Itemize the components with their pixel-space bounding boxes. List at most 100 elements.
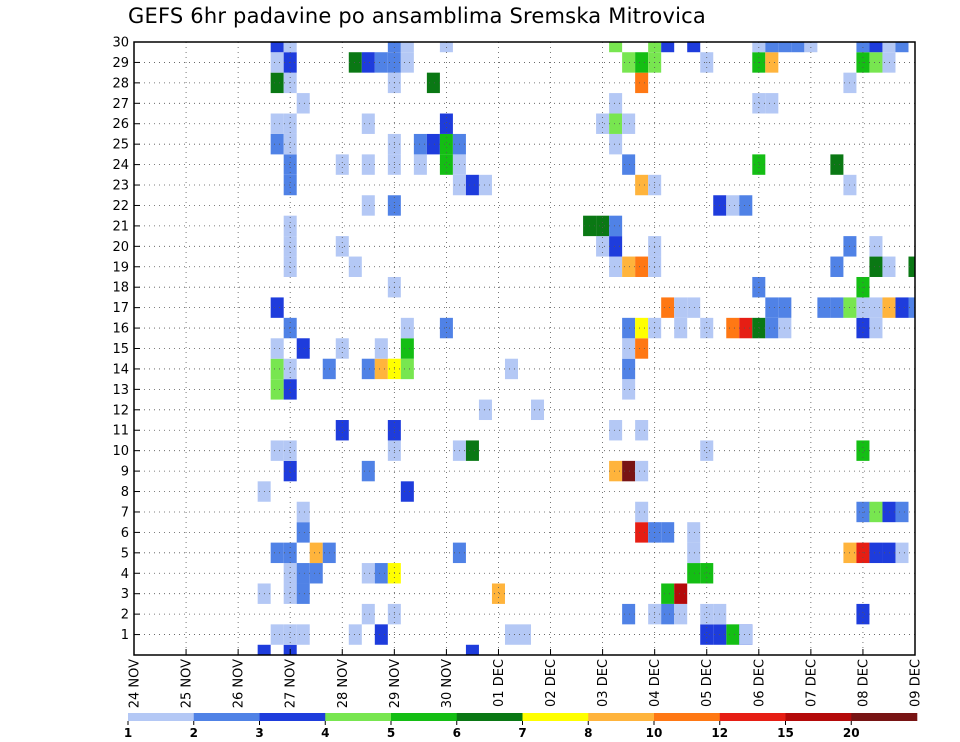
heatmap-cell <box>856 440 870 461</box>
heatmap-cell <box>622 154 636 175</box>
x-tick-label: 30 NOV <box>440 659 455 708</box>
x-tick-label: 04 DEC <box>648 659 663 707</box>
grid-lines <box>133 41 916 655</box>
heatmap-cell <box>283 236 297 257</box>
heatmap-cell <box>361 195 375 216</box>
heatmap-cells <box>257 42 915 655</box>
heatmap-cell <box>361 563 375 584</box>
y-tick-label: 6 <box>121 526 129 541</box>
heatmap-cell <box>765 52 779 73</box>
legend-label: 3 <box>255 726 263 740</box>
legend-swatch <box>391 713 458 721</box>
heatmap-cell <box>765 297 779 318</box>
heatmap-cell <box>374 563 388 584</box>
x-tick-label: 07 DEC <box>804 659 819 707</box>
heatmap-cell <box>413 154 427 175</box>
chart-title: GEFS 6hr padavine po ansamblima Sremska … <box>128 4 706 28</box>
heatmap-cell <box>283 379 297 400</box>
heatmap-cell <box>374 358 388 380</box>
heatmap-cell <box>439 113 453 134</box>
heatmap-cell <box>270 358 284 380</box>
heatmap-cell <box>335 154 349 175</box>
heatmap-cell <box>478 174 492 196</box>
heatmap-cell <box>739 195 753 216</box>
heatmap-cell <box>882 501 896 523</box>
x-tick-label: 26 NOV <box>232 659 247 708</box>
y-tick-label: 25 <box>112 138 129 153</box>
y-tick-label: 13 <box>112 383 129 398</box>
y-tick-label: 14 <box>112 362 129 377</box>
heatmap-cell <box>830 154 844 175</box>
heatmap-cell <box>439 154 453 175</box>
heatmap-cell <box>283 460 297 482</box>
heatmap-cell <box>348 52 362 73</box>
heatmap-cell <box>869 42 883 53</box>
legend-label: 4 <box>321 726 329 740</box>
heatmap-cell <box>270 297 284 318</box>
heatmap-cell <box>869 52 883 73</box>
heatmap-cell <box>296 563 310 584</box>
heatmap-cell <box>908 256 915 277</box>
heatmap-cell <box>700 624 714 645</box>
x-tick-label: 27 NOV <box>284 659 299 708</box>
heatmap-cell <box>596 236 610 257</box>
legend-label: 8 <box>584 726 592 740</box>
heatmap-cell <box>700 317 714 339</box>
heatmap-cell <box>609 236 623 257</box>
heatmap-cell <box>504 624 518 645</box>
heatmap-cell <box>869 297 883 318</box>
heatmap-cell <box>908 297 915 318</box>
legend-swatch <box>259 713 326 721</box>
heatmap-cell <box>622 460 636 482</box>
heatmap-cell <box>270 379 284 400</box>
y-tick-label: 22 <box>112 199 129 214</box>
heatmap-cell <box>335 420 349 441</box>
heatmap-cell <box>283 563 297 584</box>
heatmap-cell <box>622 256 636 277</box>
heatmap-cell <box>622 358 636 380</box>
heatmap-cell <box>439 133 453 155</box>
heatmap-cell <box>869 236 883 257</box>
y-tick-label: 20 <box>112 240 129 255</box>
heatmap-cell <box>635 501 649 523</box>
heatmap-cell <box>609 460 623 482</box>
heatmap-cell <box>895 297 909 318</box>
heatmap-cell <box>465 440 479 461</box>
x-tick-label: 08 DEC <box>856 659 871 707</box>
heatmap-cell <box>361 113 375 134</box>
y-tick-label: 7 <box>121 505 129 520</box>
x-tick-label: 09 DEC <box>909 659 924 707</box>
heatmap-cell <box>270 42 284 53</box>
heatmap-cell <box>283 174 297 196</box>
heatmap-cell <box>413 133 427 155</box>
heatmap-cell <box>869 317 883 339</box>
heatmap-cell <box>869 542 883 564</box>
heatmap-cell <box>739 317 753 339</box>
heatmap-cell <box>674 317 688 339</box>
heatmap-cell <box>283 358 297 380</box>
y-tick-label: 29 <box>112 56 129 71</box>
y-tick-label: 8 <box>121 485 129 500</box>
heatmap-cell <box>765 317 779 339</box>
heatmap-cell <box>856 603 870 625</box>
legend-label: 2 <box>190 726 198 740</box>
heatmap-cell <box>361 358 375 380</box>
heatmap-cell <box>283 133 297 155</box>
heatmap-cell <box>661 42 675 53</box>
heatmap-cell <box>596 215 610 237</box>
heatmap-cell <box>869 256 883 277</box>
y-axis: 1234567891011121314151617181920212223242… <box>112 36 140 643</box>
heatmap-cell <box>283 440 297 461</box>
heatmap-cell <box>439 317 453 339</box>
heatmap-cell <box>765 93 779 114</box>
heatmap-cell <box>661 583 675 604</box>
legend-swatch <box>522 713 589 721</box>
heatmap-cell <box>661 297 675 318</box>
color-legend: 1 2 3 4 5 6 7 8 10 12 15 20 <box>124 713 918 740</box>
x-tick-label: 05 DEC <box>700 659 715 707</box>
heatmap-cell <box>309 563 323 584</box>
heatmap-cell <box>622 52 636 73</box>
heatmap-cell <box>752 317 766 339</box>
heatmap-cell <box>622 379 636 400</box>
legend-label: 15 <box>777 726 794 740</box>
